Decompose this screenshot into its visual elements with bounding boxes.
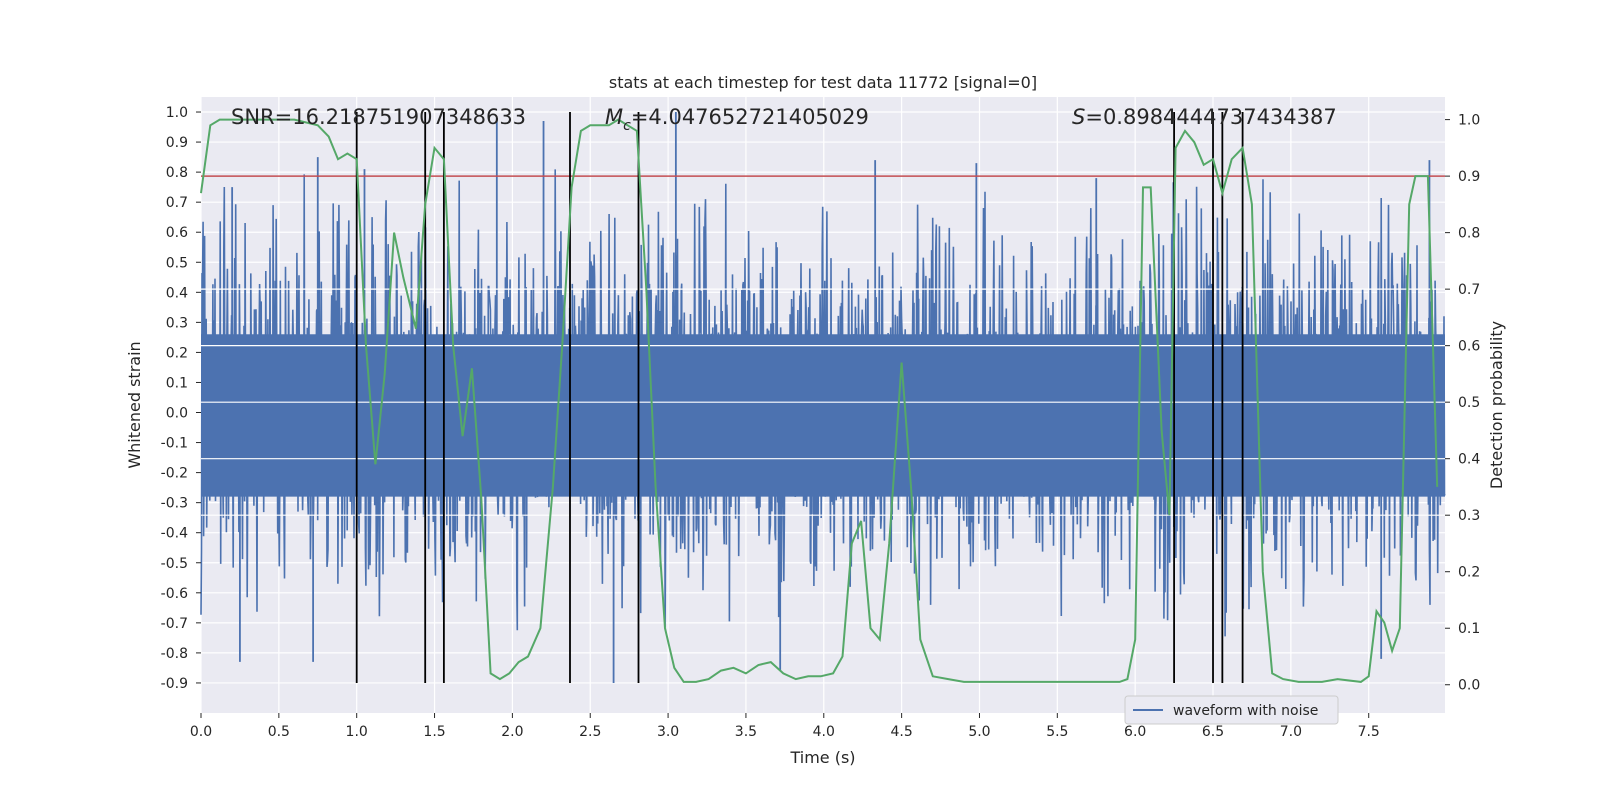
y-left-tick-label: -0.8 — [161, 646, 188, 662]
y-left-tick-label: -0.4 — [161, 526, 188, 542]
y-left-tick-label: -0.2 — [161, 466, 188, 482]
y-left-tick-label: -0.1 — [161, 436, 188, 452]
snr-annotation: SNR=16.218751907348633 — [231, 105, 526, 129]
y-left-tick-label: -0.6 — [161, 586, 188, 602]
s-annotation: S=0.8984444737434387 — [1072, 105, 1337, 129]
y-right-tick-label: 0.5 — [1458, 395, 1480, 411]
x-tick-label: 0.0 — [190, 724, 212, 740]
y-left-axis-label: Whitened strain — [125, 341, 144, 468]
mc-symbol: M — [605, 105, 623, 129]
y-left-tick-label: 0.7 — [166, 195, 188, 211]
mc-subscript: c — [623, 118, 631, 134]
x-axis-label: Time (s) — [789, 748, 855, 767]
x-tick-label: 5.0 — [968, 724, 990, 740]
y-right-tick-label: 0.4 — [1458, 452, 1480, 468]
x-tick-label: 7.5 — [1358, 724, 1380, 740]
x-tick-label: 4.0 — [813, 724, 835, 740]
legend-box — [1124, 695, 1339, 725]
y-right-tick-label: 0.2 — [1458, 565, 1480, 581]
x-tick-label: 6.0 — [1124, 724, 1146, 740]
y-left-tick-label: 0.0 — [166, 406, 188, 422]
y-left-tick-label: 0.3 — [166, 315, 188, 331]
y-right-tick-label: 0.1 — [1458, 621, 1480, 637]
chirp-mass-annotation: Mc=4.047652721405029 — [605, 105, 869, 134]
waveform-series — [200, 112, 1446, 683]
mc-value: =4.047652721405029 — [631, 105, 869, 129]
x-tick-label: 0.5 — [268, 724, 290, 740]
x-tick-label: 6.5 — [1202, 724, 1224, 740]
y-left-tick-label: 0.2 — [166, 345, 188, 361]
y-right-tick-label: 0.8 — [1458, 226, 1480, 242]
legend-label: waveform with noise — [1173, 703, 1318, 719]
y-right-tick-label: 0.9 — [1458, 169, 1480, 185]
y-left-axis-ticks: 1.0 0.9 0.8 0.7 0.6 0.5 0.4 0.3 0.2 0.1 0.0 -0.1 -0.… — [161, 105, 201, 692]
x-tick-label: 1.5 — [423, 724, 445, 740]
y-left-tick-label: 1.0 — [166, 105, 188, 121]
y-left-tick-label: 0.8 — [166, 165, 188, 181]
x-tick-label: 2.0 — [501, 724, 523, 740]
vertical-markers — [355, 112, 1244, 683]
y-left-tick-label: -0.7 — [161, 616, 188, 632]
x-tick-label: 3.5 — [735, 724, 757, 740]
y-left-tick-label: -0.9 — [161, 676, 188, 692]
y-left-tick-label: 0.5 — [166, 255, 188, 271]
y-right-tick-label: 0.0 — [1458, 678, 1480, 694]
x-tick-label: 5.5 — [1046, 724, 1068, 740]
x-tick-label: 4.5 — [890, 724, 912, 740]
y-right-tick-label: 0.3 — [1458, 508, 1480, 524]
y-right-grid — [201, 288, 1445, 516]
detection-probability-line — [200, 118, 1439, 683]
legend: waveform with noise — [1124, 695, 1339, 725]
chart-title: stats at each timestep for test data 117… — [609, 73, 1037, 92]
y-right-tick-label: 0.6 — [1458, 339, 1480, 355]
y-left-tick-label: -0.5 — [161, 556, 188, 572]
y-right-axis-ticks: 1.0 0.9 0.8 0.7 0.6 0.5 0.4 0.3 0.2 0.1 0.0 — [1445, 113, 1480, 694]
y-left-tick-label: 0.4 — [166, 285, 188, 301]
x-tick-label: 3.0 — [657, 724, 679, 740]
y-right-tick-label: 0.7 — [1458, 282, 1480, 298]
s-value: =0.8984444737434387 — [1085, 105, 1336, 129]
y-left-tick-label: -0.3 — [161, 496, 188, 512]
y-right-tick-label: 1.0 — [1458, 113, 1480, 129]
y-left-tick-label: 0.9 — [166, 135, 188, 151]
s-symbol: S — [1072, 105, 1085, 129]
y-left-tick-label: 0.6 — [166, 225, 188, 241]
y-left-tick-label: 0.1 — [166, 375, 188, 391]
x-axis-ticks: 0.0 0.5 1.0 1.5 2.0 2.5 3.0 3.5 4.0 4.5 5.0 5.5 6.0 6… — [190, 713, 1380, 740]
y-right-axis-label: Detection probability — [1487, 321, 1506, 489]
x-tick-label: 2.5 — [579, 724, 601, 740]
x-tick-label: 7.0 — [1280, 724, 1302, 740]
x-tick-label: 1.0 — [346, 724, 368, 740]
waveform-core — [201, 334, 1445, 497]
